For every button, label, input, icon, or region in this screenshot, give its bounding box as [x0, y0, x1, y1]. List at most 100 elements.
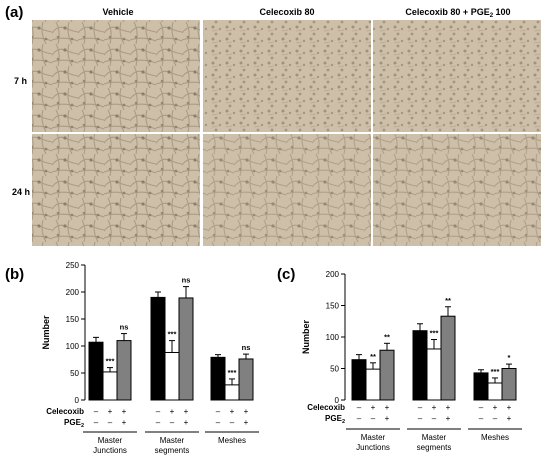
bar	[102, 371, 118, 401]
row-label-24h: 24 h	[12, 187, 30, 197]
celecoxib-sign: +	[507, 403, 512, 412]
category-label-line2: segments	[417, 443, 452, 452]
y-tick-label: 100	[66, 342, 80, 351]
column-label-celecoxib-pge2: Celecoxib 80 + PGE2 100	[405, 7, 510, 19]
category-label-line2: Junctions	[356, 443, 390, 452]
significance-mark: **	[445, 296, 451, 305]
bar	[238, 358, 254, 401]
category-label: Master	[160, 436, 185, 445]
category-label-line2: segments	[155, 446, 190, 455]
pge2-sign: +	[122, 418, 127, 427]
column-label-vehicle: Vehicle	[102, 7, 133, 17]
pge2-sign: –	[108, 418, 113, 427]
pge2-sign: +	[184, 418, 189, 427]
pge2-sign: +	[446, 414, 451, 423]
pge2-sign: –	[156, 418, 161, 427]
y-tick-label: 150	[66, 315, 80, 324]
celecoxib-sign: +	[446, 403, 451, 412]
significance-mark: ***	[430, 329, 439, 338]
pge2-sign: –	[170, 418, 175, 427]
celecoxib-sign: +	[385, 403, 390, 412]
bar-chart-b: 050100150200250Number––***+–ns++MasterJu…	[41, 261, 259, 455]
micrograph-r1-c2-texture	[203, 20, 371, 132]
celecoxib-sign: –	[479, 403, 484, 412]
category-label-line2: Junctions	[93, 446, 127, 455]
pge2-sign: –	[418, 414, 423, 423]
pge2-sign: +	[507, 414, 512, 423]
pge2-sign: +	[244, 418, 249, 427]
pge2-sign: –	[357, 414, 362, 423]
y-axis-title: Number	[41, 315, 51, 350]
bar	[365, 368, 381, 401]
category-label: Master	[98, 436, 123, 445]
bar	[426, 348, 442, 401]
row-label-celecoxib: Celecoxib	[46, 407, 84, 416]
pge2-sign: –	[216, 418, 221, 427]
celecoxib-sign: +	[230, 407, 235, 416]
significance-mark: ns	[182, 276, 191, 285]
panel-a-label: (a)	[5, 4, 23, 21]
pge2-sign: +	[385, 414, 390, 423]
celecoxib-sign: +	[493, 403, 498, 412]
column-label-celecoxib: Celecoxib 80	[259, 7, 314, 17]
pge2-sign: –	[493, 414, 498, 423]
bar-chart-c: 050100150200Number––**+–**++MasterJuncti…	[301, 270, 522, 452]
category-label: Meshes	[481, 433, 509, 442]
significance-mark: *	[508, 353, 511, 362]
micrograph-r1-c1-texture	[32, 20, 200, 132]
pge2-sign: –	[94, 418, 99, 427]
celecoxib-sign: +	[170, 407, 175, 416]
row-label-pge2: PGE2	[64, 418, 84, 429]
significance-mark: ***	[228, 368, 237, 377]
micrograph-grid	[32, 20, 541, 246]
significance-mark: ns	[242, 343, 251, 352]
y-axis-title: Number	[301, 320, 311, 355]
category-label: Master	[422, 433, 447, 442]
row-label-pge2: PGE2	[325, 414, 345, 425]
bar	[210, 356, 226, 401]
micrograph-r2-c1-texture	[32, 134, 200, 246]
significance-mark: ***	[168, 330, 177, 339]
bar	[501, 368, 517, 401]
celecoxib-sign: –	[156, 407, 161, 416]
row-label-celecoxib: Celecoxib	[307, 403, 345, 412]
micrograph-r2-c3-texture	[373, 134, 541, 246]
celecoxib-sign: –	[216, 407, 221, 416]
celecoxib-sign: +	[432, 403, 437, 412]
y-tick-label: 100	[326, 333, 340, 342]
category-label: Master	[361, 433, 386, 442]
significance-mark: ns	[120, 323, 129, 332]
celecoxib-sign: –	[418, 403, 423, 412]
micrograph-r1-c3-texture	[373, 20, 541, 132]
bar	[487, 382, 503, 401]
y-tick-label: 200	[66, 288, 80, 297]
panel-c-label: (c)	[277, 266, 295, 283]
celecoxib-sign: +	[371, 403, 376, 412]
y-tick-label: 200	[326, 270, 340, 279]
y-tick-label: 0	[335, 396, 340, 405]
significance-mark: ***	[491, 367, 500, 376]
bar	[150, 296, 166, 401]
significance-mark: **	[384, 332, 390, 341]
y-tick-label: 50	[330, 365, 339, 374]
celecoxib-sign: –	[94, 407, 99, 416]
celecoxib-sign: +	[122, 407, 127, 416]
celecoxib-sign: +	[184, 407, 189, 416]
y-tick-label: 150	[326, 302, 340, 311]
y-tick-label: 50	[70, 369, 79, 378]
y-tick-label: 0	[75, 396, 80, 405]
bar	[88, 341, 104, 401]
celecoxib-sign: +	[244, 407, 249, 416]
celecoxib-sign: –	[357, 403, 362, 412]
bar	[224, 384, 240, 401]
significance-mark: ***	[106, 357, 115, 366]
panel-b-label: (b)	[5, 266, 24, 283]
micrograph-r2-c2-texture	[203, 134, 371, 246]
bar	[379, 349, 395, 401]
bar	[473, 372, 489, 401]
bar	[178, 297, 194, 401]
bar	[116, 340, 132, 401]
pge2-sign: –	[432, 414, 437, 423]
